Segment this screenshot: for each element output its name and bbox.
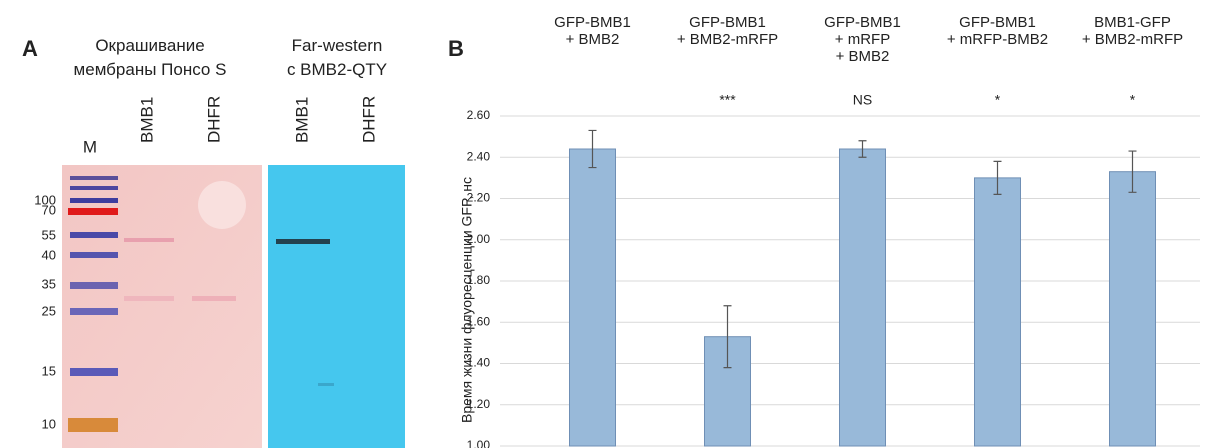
y-tick-label: 1.20 xyxy=(467,397,491,411)
marker-size: 40 xyxy=(42,247,56,262)
gel-band xyxy=(124,296,174,301)
marker-size: 10 xyxy=(42,416,56,431)
panel-label: B xyxy=(448,36,464,61)
x-tick-label: GFP-BMB1 + mRFP + BMB2 xyxy=(793,14,933,65)
farwestern-membrane xyxy=(268,165,405,448)
y-axis-label: Время жизни флуоресценции GFP, нс xyxy=(459,177,475,423)
significance-label: NS xyxy=(853,92,872,108)
x-tick-label: GFP-BMB1 + BMB2-mRFP xyxy=(658,14,798,48)
blot-band xyxy=(318,383,334,386)
marker-size: 70 xyxy=(42,202,56,217)
panel-title: Far-western с BMB2-QTY xyxy=(262,34,412,82)
lane-label: BMB1 xyxy=(137,97,156,143)
panel-title: Окрашивание мембраны Понсо S xyxy=(50,34,250,82)
marker-size: 35 xyxy=(42,276,56,291)
y-tick-label: 2.40 xyxy=(467,149,491,163)
blot-band xyxy=(276,239,330,244)
panel-label: A xyxy=(22,36,38,61)
bar xyxy=(570,149,616,446)
gel-band xyxy=(124,238,174,242)
y-tick-label: 1.80 xyxy=(467,273,491,287)
bar xyxy=(840,149,886,446)
lane-label: M xyxy=(83,137,97,156)
lane-label: DHFR xyxy=(359,96,378,143)
marker-size: 15 xyxy=(42,363,56,378)
membrane-spot xyxy=(198,181,246,229)
bar xyxy=(1110,172,1156,446)
significance-label: * xyxy=(995,92,1001,108)
y-tick-label: 1.40 xyxy=(467,356,491,370)
y-tick-label: 1.00 xyxy=(467,438,491,448)
y-tick-label: 1.60 xyxy=(467,314,491,328)
marker-size: 55 xyxy=(42,227,56,242)
figure: A M BMB1 DHFR BMB1 DHFR B Время жизни фл… xyxy=(0,0,1211,448)
y-tick-label: 2.60 xyxy=(467,108,491,122)
x-tick-label: GFP-BMB1 + BMB2 xyxy=(523,14,663,48)
significance-label: * xyxy=(1130,92,1136,108)
y-tick-label: 2.00 xyxy=(467,232,491,246)
marker-size: 25 xyxy=(42,303,56,318)
lane-label: BMB1 xyxy=(292,97,311,143)
x-tick-label: BMB1-GFP + BMB2-mRFP xyxy=(1063,14,1203,48)
lane-label: DHFR xyxy=(204,96,223,143)
significance-label: *** xyxy=(719,92,736,108)
bar xyxy=(975,178,1021,446)
y-tick-label: 2.20 xyxy=(467,191,491,205)
x-tick-label: GFP-BMB1 + mRFP-BMB2 xyxy=(928,14,1068,48)
gel-band xyxy=(192,296,236,301)
